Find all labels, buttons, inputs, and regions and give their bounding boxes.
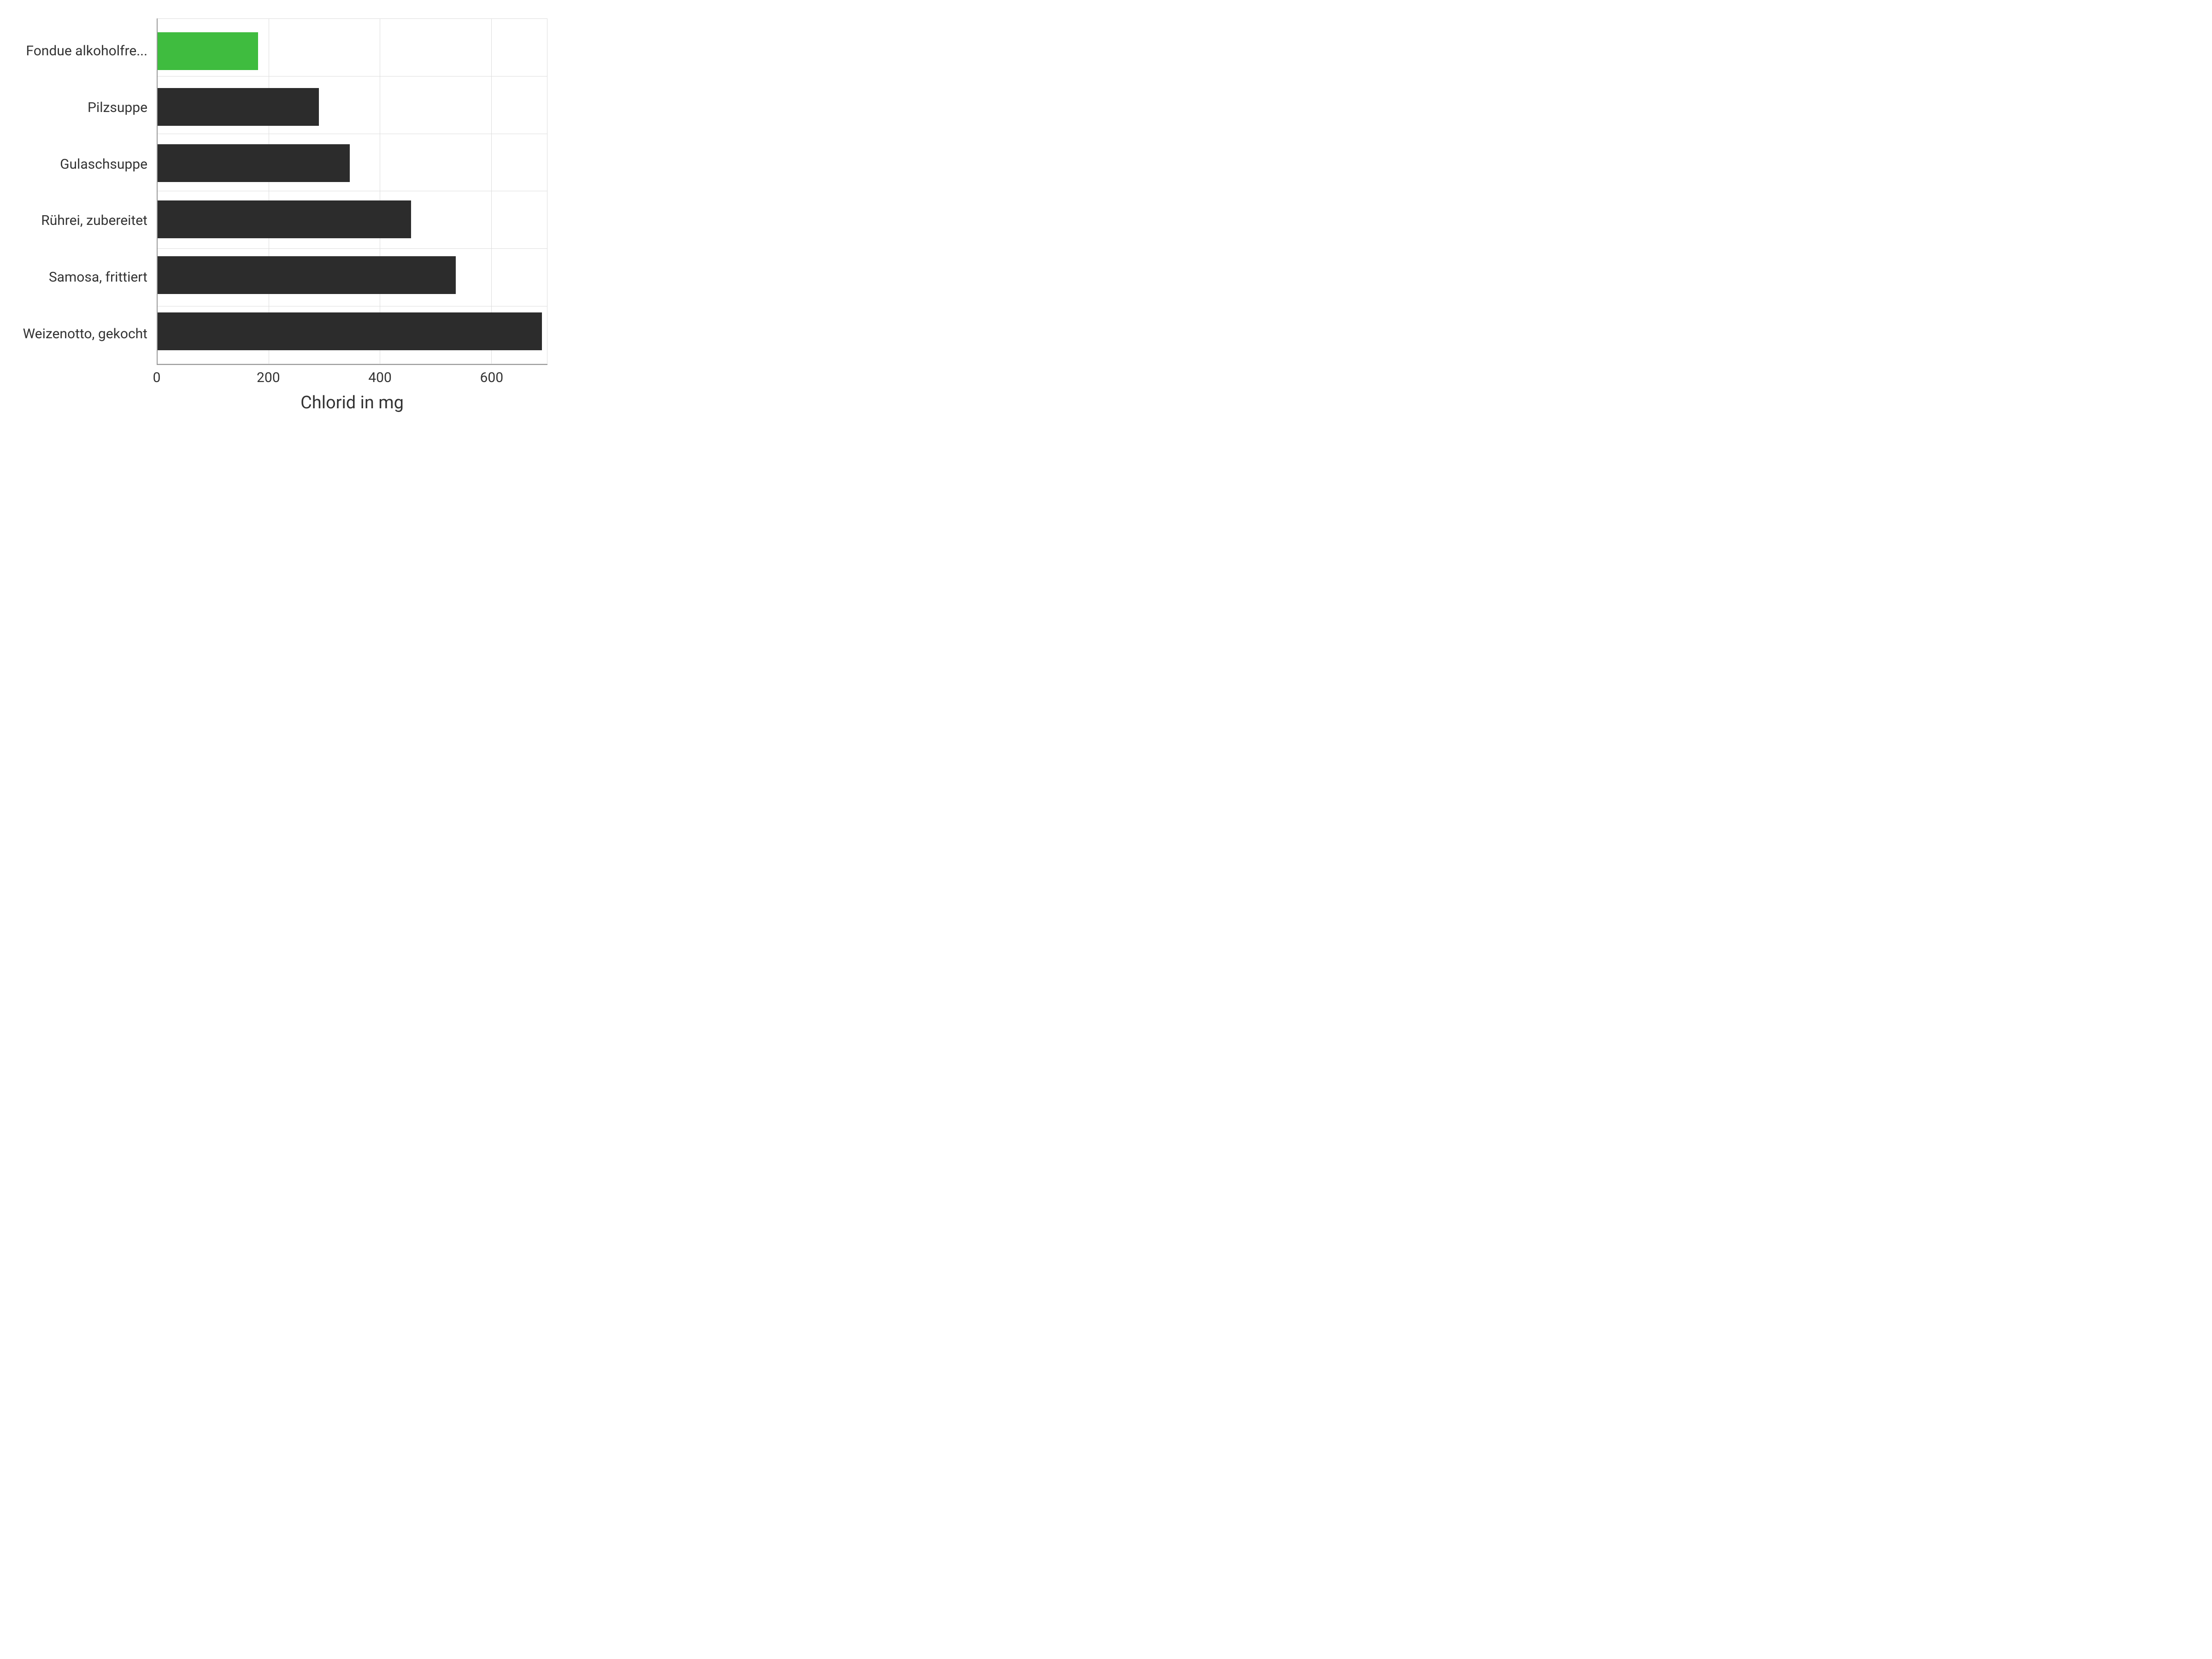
y-label: Samosa, frittiert xyxy=(9,269,147,286)
x-tick: 600 xyxy=(480,370,504,386)
y-label: Fondue alkoholfre... xyxy=(9,43,147,59)
chart-inner: Fondue alkoholfre... Pilzsuppe Gulaschsu… xyxy=(9,18,547,413)
y-label: Pilzsuppe xyxy=(9,100,147,116)
bar xyxy=(158,312,542,350)
x-axis: 0200400600 xyxy=(157,365,547,388)
bar xyxy=(158,144,350,182)
bar xyxy=(158,200,411,238)
bar xyxy=(158,32,258,70)
chart-container: Fondue alkoholfre... Pilzsuppe Gulaschsu… xyxy=(0,0,575,431)
bar xyxy=(158,88,319,126)
y-label: Gulaschsuppe xyxy=(9,156,147,173)
bar xyxy=(158,256,456,294)
x-axis-title: Chlorid in mg xyxy=(157,393,547,413)
x-tick: 0 xyxy=(153,370,161,386)
y-label: Weizenotto, gekocht xyxy=(9,326,147,342)
y-label: Rührei, zubereitet xyxy=(9,212,147,229)
x-tick: 400 xyxy=(368,370,392,386)
x-tick: 200 xyxy=(257,370,280,386)
plot-area xyxy=(157,18,547,365)
plot-wrapper: 0200400600 Chlorid in mg xyxy=(157,18,547,413)
y-axis-labels: Fondue alkoholfre... Pilzsuppe Gulaschsu… xyxy=(9,18,157,413)
bars-group xyxy=(158,18,547,364)
